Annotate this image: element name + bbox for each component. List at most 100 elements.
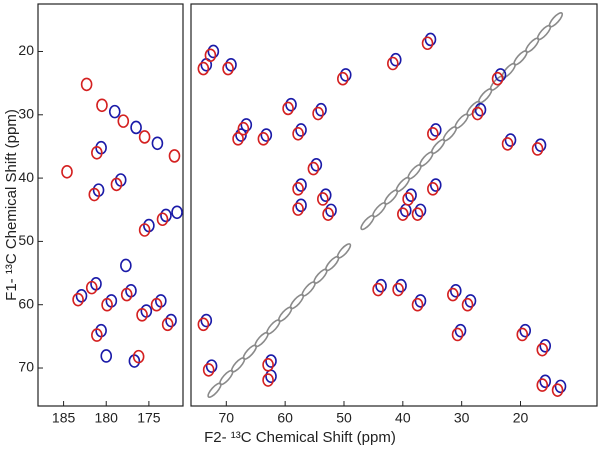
x-tick-label: 185 [52,410,76,426]
peak-contour [317,192,329,206]
peak-contour [138,223,151,237]
x-tick-label: 175 [137,410,161,426]
peak-contour [454,323,467,338]
peak-contour [207,44,220,59]
peak-contour [285,97,297,112]
peak-contour [197,61,210,76]
peak-contour [156,212,169,227]
peak-contour [72,292,84,307]
peak-contour [75,289,88,303]
peak-contour [339,68,352,82]
peak-contour [551,383,564,397]
peak-contour [168,149,181,163]
peak-contour [257,132,270,146]
peak-contour [372,282,384,297]
peak-contour [260,128,273,142]
peak-contour [392,282,404,297]
peak-contour [536,378,549,392]
peak-contour [138,130,151,144]
peak-contour [411,297,424,312]
peak-contour [461,297,474,312]
peak-contour [402,192,414,206]
peak-contour [322,207,334,221]
peak-contour [204,48,217,63]
peak-contour [120,287,133,302]
peak-contour [235,128,247,142]
x-tick-label: 40 [395,410,411,426]
peak-contour [312,106,324,121]
x-tick-label: 60 [277,410,293,426]
peak-contour [120,258,132,273]
peak-contour [387,56,399,71]
x-tick-label: 30 [454,410,470,426]
peak-contour [222,61,234,76]
panel-frame [190,3,598,407]
peak-contour [101,297,113,312]
x-axis-label: F2- ¹³C Chemical Shift (ppm) [204,429,396,446]
peak-contour [151,136,164,151]
peak-contour [427,182,439,196]
peak-contour [88,187,101,202]
peak-contour [337,71,349,86]
peak-contour [504,133,517,147]
peak-contour [464,294,477,308]
peak-contour [501,137,514,151]
peak-contour [91,145,103,160]
peak-contour [200,313,213,328]
peak-contour [100,349,113,363]
peak-contour [539,374,552,389]
peak-contour [491,71,504,86]
peak-contour [161,317,174,332]
x-tick-label: 70 [219,410,235,426]
peak-contour [447,287,459,302]
peak-contour [471,106,484,121]
peak-contour [424,32,437,47]
peak-contour [531,142,544,156]
peak-contour [237,121,250,136]
x-tick-label: 180 [95,410,119,426]
peak-contour [336,243,352,259]
peak-contour [96,98,108,113]
peak-contour [449,283,462,298]
peak-contour [411,207,424,221]
peak-contour [295,198,307,213]
peak-contour [395,278,407,293]
y-tick-label: 30 [18,105,34,121]
peak-contour [414,294,427,308]
peak-contour [325,203,337,218]
peak-contour [494,68,507,82]
peak-contour [539,339,552,353]
peak-contour [61,164,73,179]
peak-contour [282,101,294,116]
peak-contour [202,363,215,377]
peak-contour [171,205,183,220]
peak-contour [160,208,172,223]
peak-contour [110,177,123,192]
peak-contour [414,203,427,218]
peak-contour [108,104,121,119]
peak-contour [319,188,332,202]
peak-contour [85,280,98,295]
peak-contour [421,36,434,51]
peak-contour [295,178,307,192]
peak-contour [292,182,304,196]
peak-contour [429,123,442,137]
peak-contour [150,297,163,312]
peak-contour [315,102,327,117]
peak-contour [240,118,253,132]
peak-contour [554,379,567,394]
y-tick-label: 60 [18,295,34,311]
peak-contour [292,126,304,141]
y-tick-label: 40 [18,169,34,185]
peak-contour [91,328,103,342]
peak-contour [117,114,130,128]
peak-contour [205,359,218,373]
peak-contour [262,373,274,387]
y-axis-label: F1- ¹³C Chemical Shift (ppm) [3,109,20,301]
peak-contour [451,327,464,342]
peak-contour [474,102,487,117]
peak-contour [429,178,442,192]
x-tick-label: 20 [513,410,529,426]
peak-contour [232,132,244,146]
